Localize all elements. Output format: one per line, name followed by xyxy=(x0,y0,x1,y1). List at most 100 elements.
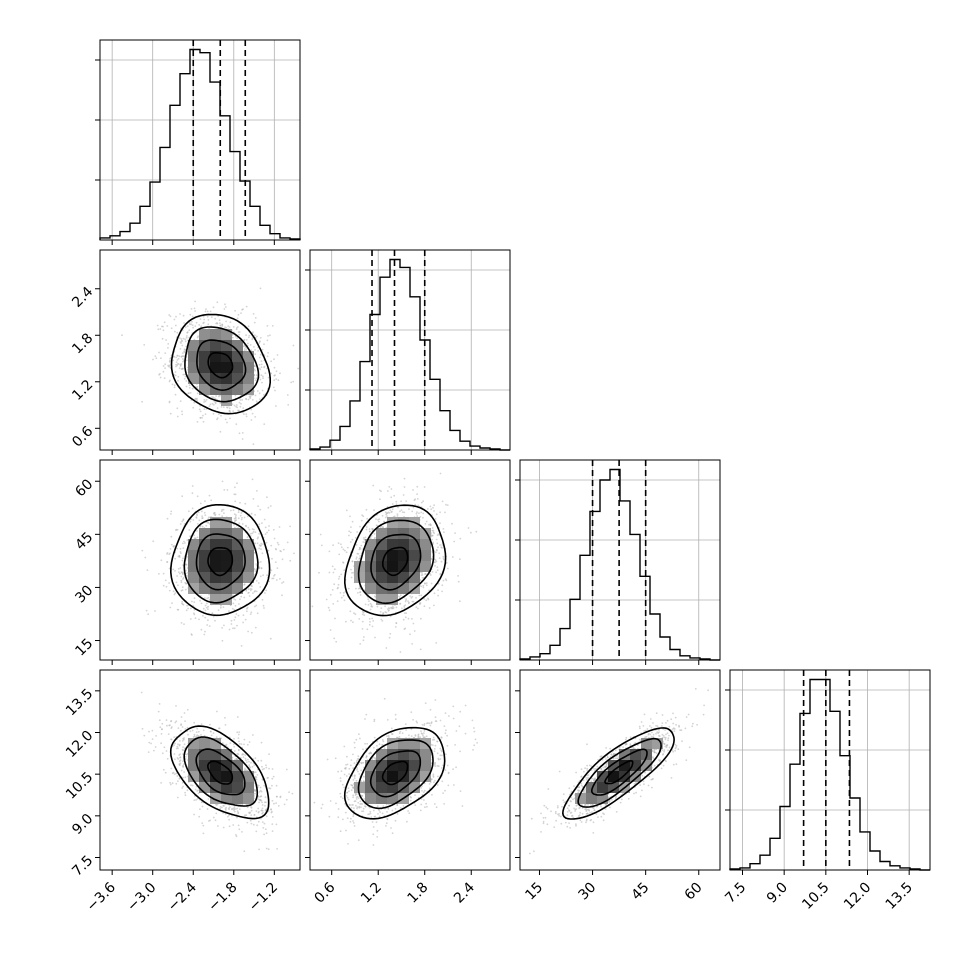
scatter-point xyxy=(264,592,266,594)
scatter-point xyxy=(168,567,171,570)
scatter-point xyxy=(352,621,354,624)
density-cell xyxy=(398,572,409,583)
scatter-point xyxy=(181,352,184,354)
scatter-point xyxy=(166,517,169,520)
scatter-point xyxy=(166,325,169,327)
scatter-point xyxy=(167,364,170,367)
density-cell xyxy=(243,351,254,362)
scatter-point xyxy=(418,594,421,597)
scatter-point xyxy=(251,528,254,530)
contour-1-sigma xyxy=(370,533,422,591)
density-cell xyxy=(232,373,243,384)
scatter-point xyxy=(424,572,427,575)
scatter-point xyxy=(248,764,251,767)
scatter-point xyxy=(186,325,189,327)
scatter-point xyxy=(441,584,444,587)
scatter-point xyxy=(218,319,221,322)
scatter-point xyxy=(411,595,414,598)
scatter-point xyxy=(263,607,265,609)
scatter-point xyxy=(356,552,359,555)
scatter-point xyxy=(273,358,275,361)
scatter-point xyxy=(242,308,244,311)
scatter-point xyxy=(207,605,210,608)
scatter-point xyxy=(351,520,354,523)
scatter-point xyxy=(347,587,350,590)
scatter-point xyxy=(144,556,147,559)
scatter-point xyxy=(444,511,446,514)
scatter-point xyxy=(189,618,192,620)
scatter-point xyxy=(241,831,243,833)
scatter-point xyxy=(271,325,274,327)
scatter-point xyxy=(199,416,202,419)
scatter-point xyxy=(196,495,199,498)
scatter-point xyxy=(286,541,289,544)
density-cell xyxy=(210,561,221,572)
scatter-point xyxy=(276,567,279,569)
contour-1.5-sigma xyxy=(357,519,435,605)
scatter-point xyxy=(169,781,172,784)
scatter-point xyxy=(266,496,268,499)
scatter-point xyxy=(226,421,228,424)
scatter-point xyxy=(224,418,227,421)
scatter-point xyxy=(254,369,256,372)
scatter-point xyxy=(178,571,180,573)
scatter-point xyxy=(433,532,435,535)
scatter-point xyxy=(434,561,436,564)
scatter-point xyxy=(180,579,183,582)
scatter-point xyxy=(235,519,238,522)
scatter-point xyxy=(184,756,187,758)
scatter-point xyxy=(168,314,171,316)
scatter-point xyxy=(275,378,278,380)
scatter-point xyxy=(366,517,368,520)
scatter-point xyxy=(207,456,209,458)
scatter-point xyxy=(248,595,251,597)
scatter-point xyxy=(265,815,268,818)
scatter-point xyxy=(275,370,278,373)
scatter-point xyxy=(161,752,164,755)
scatter-point xyxy=(177,379,179,382)
scatter-point xyxy=(439,544,441,546)
scatter-point xyxy=(422,586,425,589)
scatter-point xyxy=(201,801,203,803)
scatter-point xyxy=(262,375,264,378)
scatter-point xyxy=(245,334,248,336)
scatter-point xyxy=(350,576,353,579)
scatter-point xyxy=(254,349,256,351)
scatter-point xyxy=(213,400,216,403)
scatter-point xyxy=(430,524,432,526)
scatter-point xyxy=(231,607,234,610)
scatter-point xyxy=(222,826,225,829)
scatter-point xyxy=(214,402,217,405)
scatter-point xyxy=(318,571,320,574)
scatter-point xyxy=(355,558,358,560)
scatter-point xyxy=(439,522,441,525)
scatter-point xyxy=(224,724,227,726)
scatter-point xyxy=(262,604,265,607)
scatter-point xyxy=(329,629,332,631)
density-cell xyxy=(221,362,232,373)
scatter-point xyxy=(189,313,192,316)
scatter-point xyxy=(143,344,146,346)
scatter-point xyxy=(211,612,214,615)
scatter-point xyxy=(184,338,187,341)
density-cell xyxy=(409,561,420,572)
scatter-point xyxy=(256,542,259,545)
scatter-point xyxy=(389,607,391,610)
scatter-point xyxy=(174,721,177,724)
scatter-point xyxy=(255,604,258,607)
scatter-point xyxy=(201,510,203,513)
scatter-point xyxy=(219,394,222,397)
scatter-point xyxy=(404,616,407,619)
scatter-point xyxy=(228,610,230,613)
scatter-point xyxy=(345,620,347,623)
scatter-point xyxy=(200,734,202,736)
scatter-point xyxy=(183,523,186,525)
scatter-point xyxy=(425,582,428,585)
scatter-point xyxy=(233,619,236,621)
scatter-point xyxy=(251,399,254,401)
scatter-point xyxy=(191,507,194,510)
scatter-point xyxy=(238,333,241,336)
scatter-point xyxy=(402,494,405,496)
scatter-point xyxy=(363,614,366,616)
scatter-point xyxy=(198,618,200,621)
